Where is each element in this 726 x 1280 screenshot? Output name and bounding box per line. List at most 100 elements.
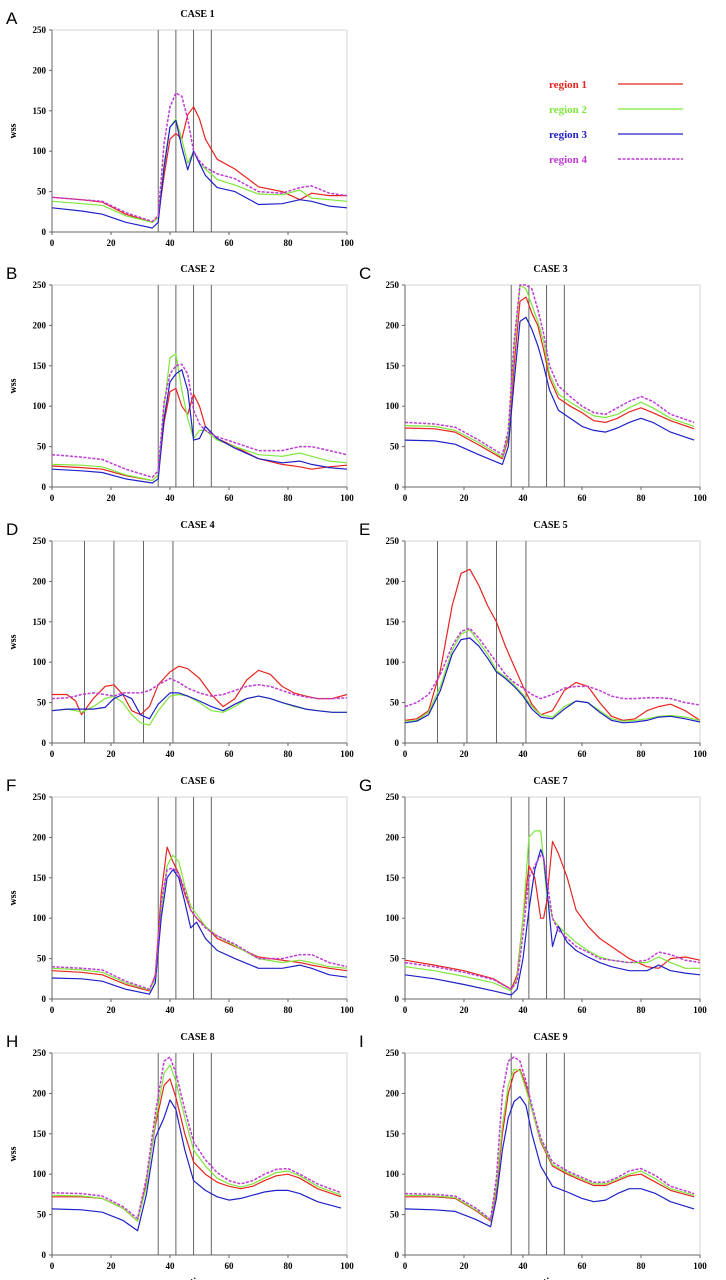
x-tick-label: 80	[284, 749, 294, 759]
y-tick-label: 0	[42, 1250, 47, 1260]
series-line-region-3	[51, 869, 348, 995]
series-line-region-1	[404, 568, 701, 722]
x-tick-label: 100	[340, 749, 354, 759]
y-tick-label: 100	[33, 913, 47, 923]
y-axis-label: wss	[8, 1146, 19, 1161]
x-tick-label: 60	[225, 1261, 235, 1271]
series-line-region-3	[51, 692, 347, 720]
series-line-region-1	[404, 296, 695, 460]
y-tick-label: 100	[33, 146, 47, 156]
x-axis-label: time	[190, 1277, 209, 1280]
y-tick-label: 250	[33, 1048, 47, 1058]
plot-frame	[51, 284, 348, 488]
y-tick-label: 50	[37, 1210, 47, 1220]
y-tick-label: 250	[386, 1048, 400, 1058]
x-tick-label: 0	[403, 1005, 408, 1015]
series-line-region-2	[51, 1064, 342, 1222]
x-tick-label: 20	[460, 493, 470, 503]
y-tick-label: 50	[37, 954, 47, 964]
x-tick-label: 100	[340, 493, 354, 503]
panel-a: A CASE 1 0 50 100 150 200 250 0 20 40 60 80 100 wss	[6, 9, 354, 248]
y-tick-label: 250	[33, 25, 47, 35]
y-tick-label: 150	[33, 1129, 47, 1139]
panel-letter: A	[6, 9, 18, 28]
panel-c: C CASE 3 0 50 100 150 200 250 0 20 40 60 80 100	[359, 264, 707, 503]
series-line-region-2	[51, 118, 348, 223]
y-tick-label: 250	[33, 792, 47, 802]
x-tick-label: 40	[166, 1005, 176, 1015]
panel-letter: F	[6, 776, 16, 795]
series-line-region-4	[404, 284, 695, 456]
series-line-region-4	[404, 854, 701, 991]
x-tick-label: 60	[578, 1005, 588, 1015]
panel-title: CASE 8	[180, 1032, 214, 1043]
panel-e: E CASE 5 0 50 100 150 200 250 0 20 40 60 80 100	[359, 520, 707, 759]
series-line-region-2	[404, 1068, 695, 1221]
y-tick-label: 50	[37, 698, 47, 708]
panel-title: CASE 2	[180, 264, 214, 275]
y-tick-label: 50	[37, 442, 47, 452]
x-tick-label: 60	[578, 493, 588, 503]
x-tick-label: 40	[519, 493, 529, 503]
x-tick-label: 0	[50, 238, 55, 248]
x-tick-label: 80	[284, 1005, 294, 1015]
x-tick-label: 20	[107, 749, 117, 759]
panel-letter: I	[359, 1032, 364, 1051]
y-tick-label: 100	[33, 1169, 47, 1179]
x-tick-label: 40	[519, 1261, 529, 1271]
x-tick-label: 80	[284, 493, 294, 503]
panel-letter: C	[359, 264, 371, 283]
x-tick-label: 60	[225, 1005, 235, 1015]
series-line-region-4	[404, 1056, 695, 1221]
y-tick-label: 150	[386, 617, 400, 627]
panel-title: CASE 3	[533, 264, 567, 275]
series-line-region-1	[52, 1078, 342, 1222]
y-axis-label: wss	[8, 123, 19, 138]
x-tick-label: 20	[460, 1005, 470, 1015]
y-tick-label: 0	[42, 482, 47, 492]
x-tick-label: 0	[50, 749, 55, 759]
series-line-region-4	[51, 677, 348, 700]
panel-title: CASE 6	[180, 776, 214, 787]
series-line-region-3	[404, 848, 701, 996]
series-line-region-2	[51, 353, 348, 482]
x-tick-label: 20	[107, 1261, 117, 1271]
legend-label: region 4	[549, 154, 587, 166]
panel-b: B CASE 2 0 50 100 150 200 250 0 20 40 60 80 100 wss	[6, 264, 354, 503]
y-tick-label: 150	[386, 361, 400, 371]
x-tick-label: 100	[693, 493, 707, 503]
x-tick-label: 0	[50, 1005, 55, 1015]
y-tick-label: 150	[33, 361, 47, 371]
y-tick-label: 0	[395, 738, 400, 748]
y-tick-label: 50	[390, 1210, 400, 1220]
panel-letter: E	[359, 520, 370, 539]
x-tick-label: 80	[637, 1005, 647, 1015]
y-tick-label: 150	[33, 106, 47, 116]
x-tick-label: 60	[578, 749, 588, 759]
panel-letter: G	[359, 776, 372, 795]
series-line-region-1	[51, 106, 347, 223]
plot-frame	[51, 540, 348, 744]
x-tick-label: 40	[519, 749, 529, 759]
series-line-region-4	[51, 867, 348, 991]
y-tick-label: 200	[33, 320, 47, 330]
x-tick-label: 0	[50, 493, 55, 503]
series-line-region-2	[404, 629, 701, 722]
y-tick-label: 100	[386, 657, 400, 667]
panel-f: F CASE 6 0 50 100 150 200 250 0 20 40 60 80 100 wss	[6, 776, 354, 1015]
panel-title: CASE 7	[533, 776, 567, 787]
series-line-region-3	[51, 119, 348, 229]
y-tick-label: 200	[386, 1088, 400, 1098]
x-tick-label: 100	[340, 1261, 354, 1271]
series-line-region-2	[51, 693, 347, 726]
panel-letter: B	[6, 264, 17, 283]
x-tick-label: 40	[166, 749, 176, 759]
plot-frame	[51, 796, 348, 1000]
x-tick-label: 0	[50, 1261, 55, 1271]
y-tick-label: 250	[386, 280, 400, 290]
y-tick-label: 200	[33, 576, 47, 586]
x-tick-label: 40	[519, 1005, 529, 1015]
x-tick-label: 100	[693, 749, 707, 759]
x-tick-label: 20	[107, 493, 117, 503]
